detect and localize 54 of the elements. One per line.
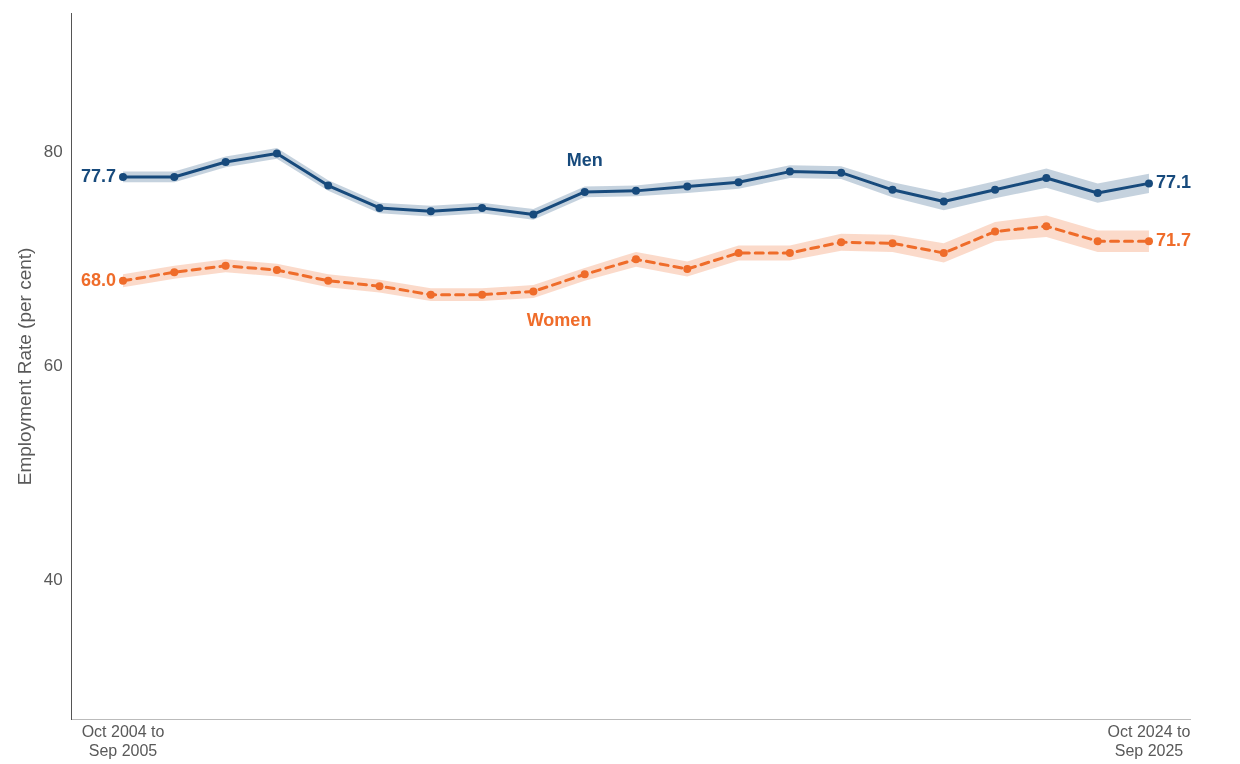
point (1144, 237, 1153, 246)
x-tick-label: Oct 2024 to Sep 2025 (1107, 722, 1191, 759)
point (888, 185, 897, 194)
point (119, 172, 128, 181)
point (631, 255, 640, 264)
point (939, 197, 948, 206)
point (991, 227, 1000, 236)
point (580, 270, 589, 279)
point (1144, 179, 1153, 188)
point (529, 287, 538, 296)
point (939, 248, 948, 257)
point (1042, 222, 1051, 231)
point (426, 290, 435, 299)
y-tick-label: 40 (43, 570, 63, 590)
point (734, 248, 743, 257)
point (1093, 237, 1102, 246)
point (1093, 189, 1102, 198)
point (324, 276, 333, 285)
x-tick-label: Oct 2004 to Sep 2005 (81, 722, 165, 759)
point (221, 157, 230, 166)
data-label: 68.0 (80, 269, 117, 290)
point (785, 248, 794, 257)
point (785, 167, 794, 176)
point (734, 178, 743, 187)
point (221, 261, 230, 270)
y-tick-label: 80 (43, 142, 63, 162)
point (426, 207, 435, 216)
point (478, 204, 487, 212)
point (170, 172, 179, 181)
point (837, 168, 846, 177)
point (1042, 174, 1051, 183)
point (119, 276, 128, 285)
point (888, 239, 897, 248)
series-label: Women (526, 310, 592, 331)
point (580, 187, 589, 196)
point (478, 290, 487, 299)
y-axis-title: Employment Rate (per cent) (13, 247, 35, 486)
point (631, 186, 640, 195)
point (375, 204, 384, 212)
point (991, 185, 1000, 194)
series-label: Men (566, 149, 603, 170)
data-label: 77.1 (1155, 172, 1192, 193)
point (170, 268, 179, 277)
point (683, 265, 692, 273)
point (272, 149, 281, 158)
point (837, 238, 846, 247)
data-label: 77.7 (80, 165, 117, 186)
y-tick-label: 60 (43, 356, 63, 376)
point (375, 282, 384, 291)
point (272, 266, 281, 275)
data-label: 71.7 (1155, 230, 1192, 251)
point (529, 210, 538, 219)
point (683, 182, 692, 191)
point (324, 181, 333, 190)
